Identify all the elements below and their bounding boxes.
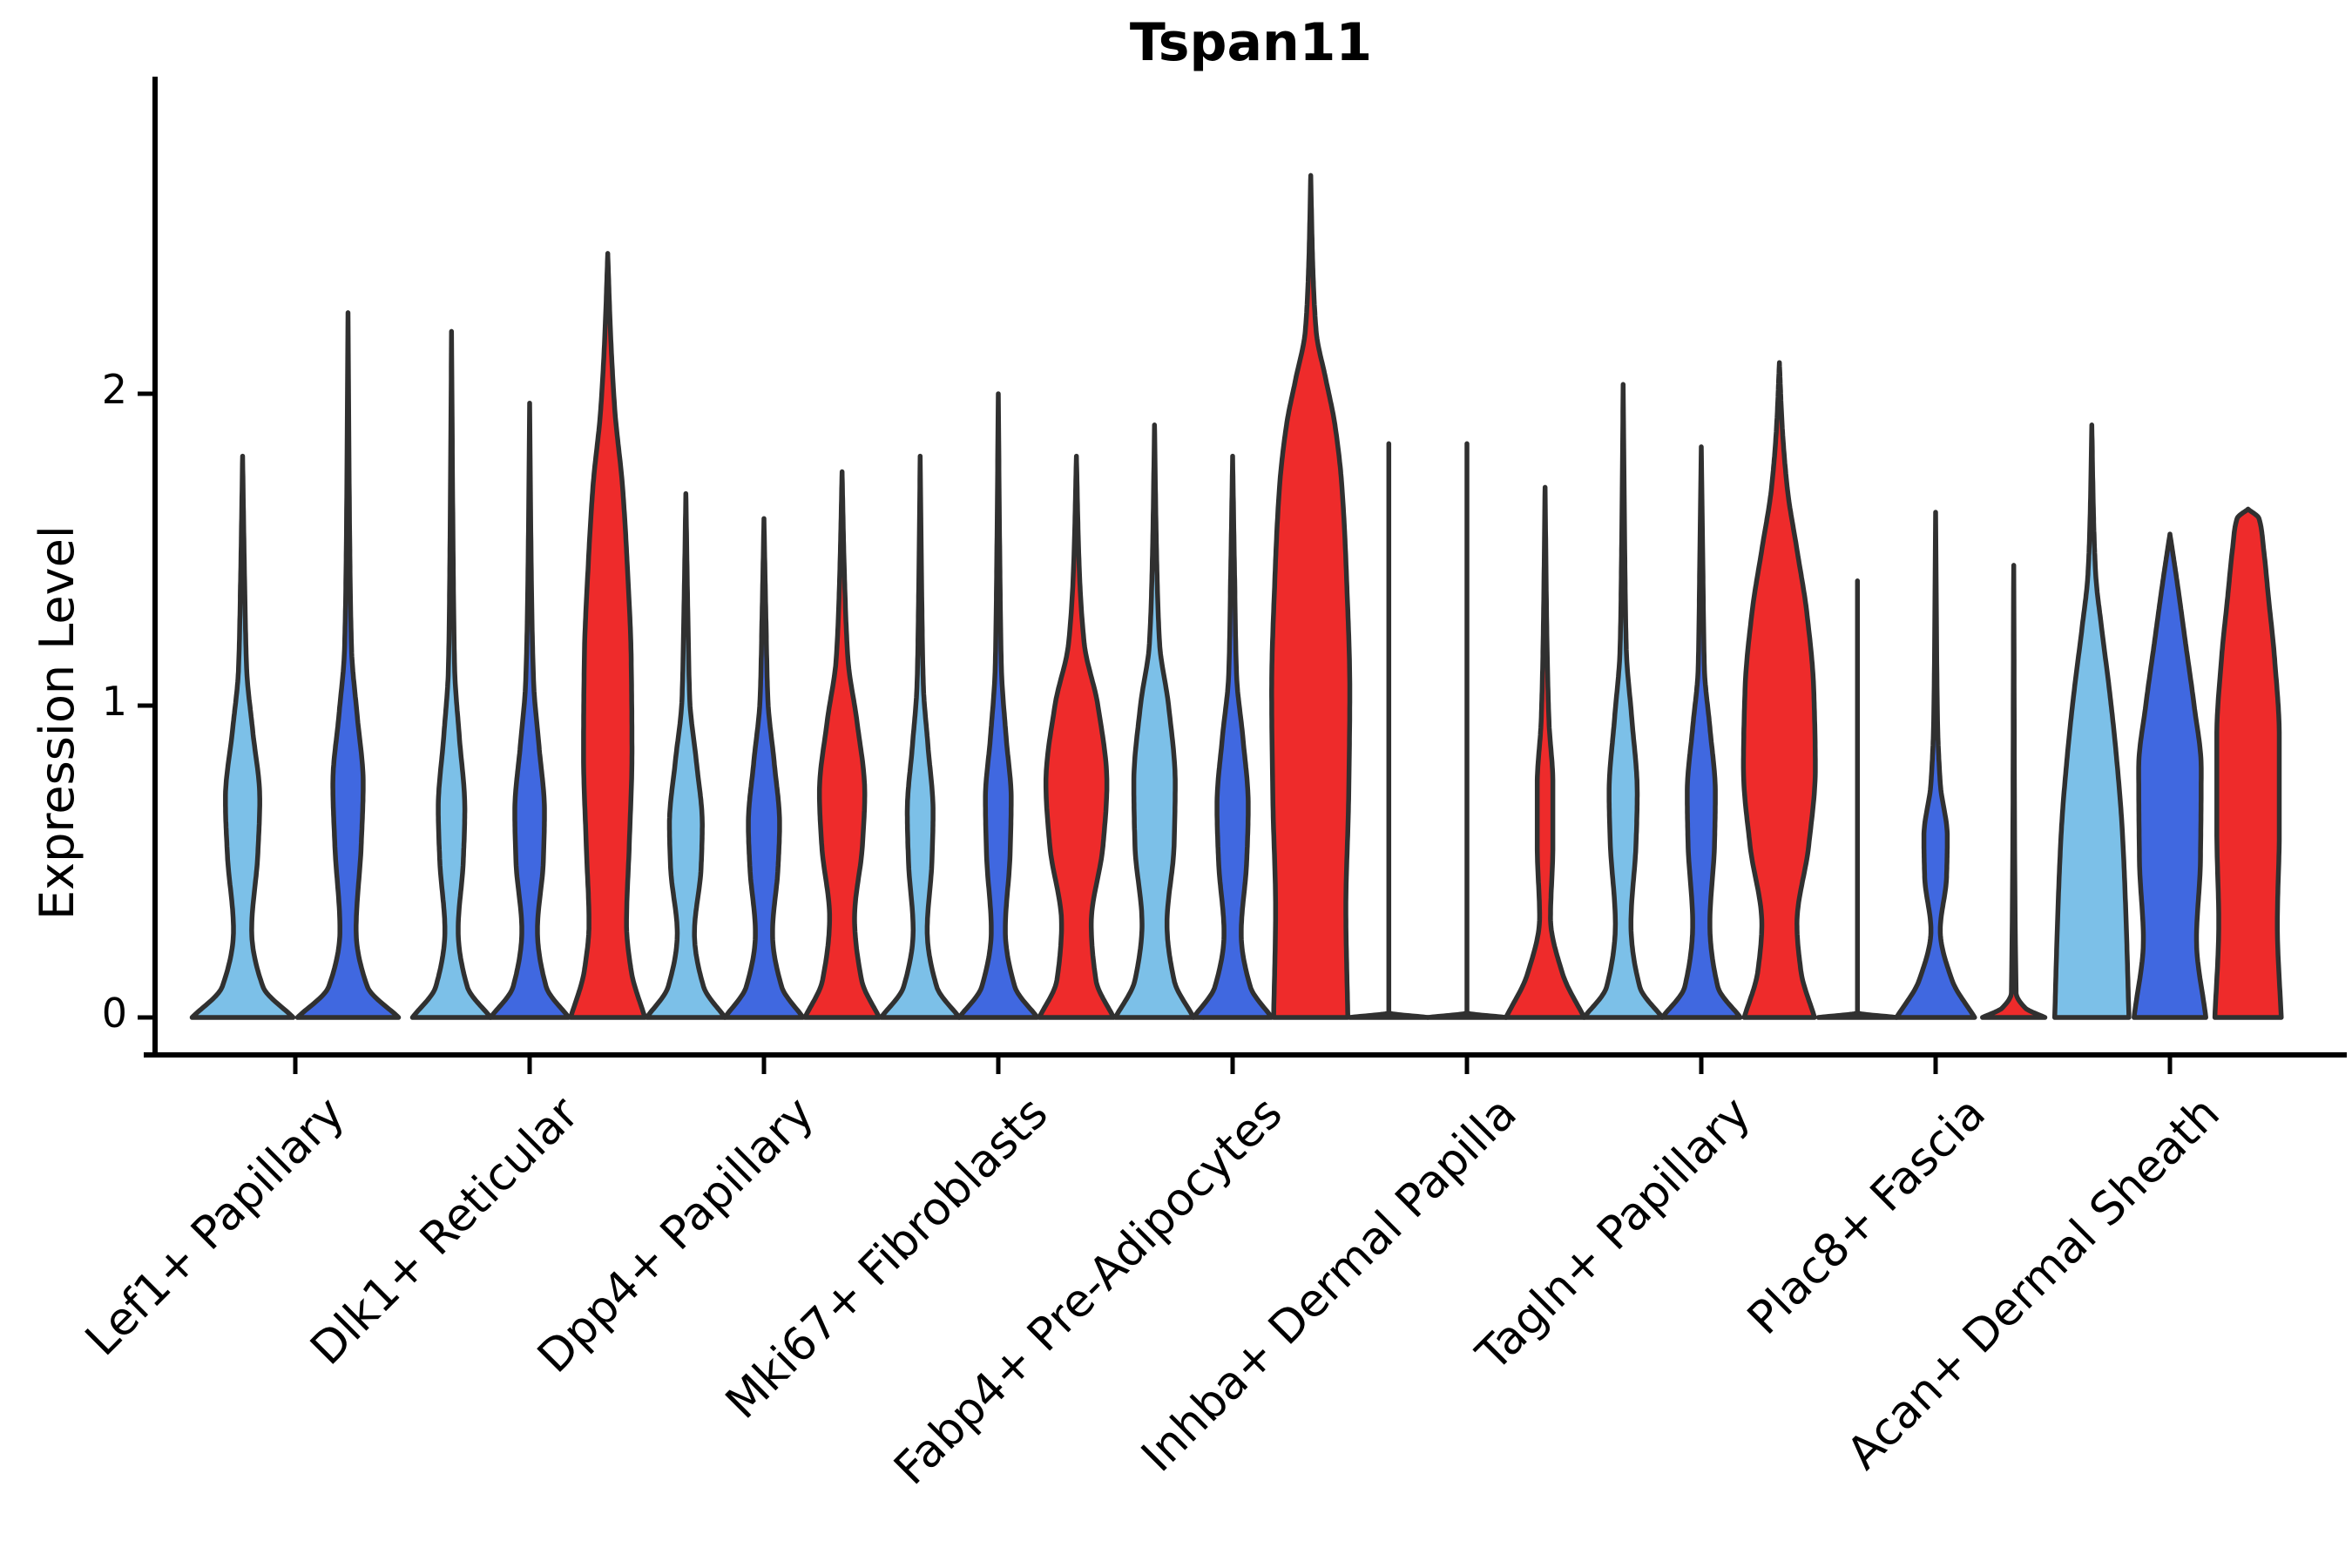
violin-lef1-papillary-dark_blue bbox=[294, 310, 402, 1020]
violin-acan-dermal-sheath-light_blue bbox=[2051, 422, 2132, 1020]
violin-fabp4-pre-adipocytes-red bbox=[1269, 172, 1353, 1020]
violin-inhba-dermal-papilla-dark_blue bbox=[1425, 441, 1509, 1020]
violin-acan-dermal-sheath-dark_blue bbox=[2132, 531, 2208, 1020]
violin-mki67-fibroblasts-light_blue bbox=[878, 453, 962, 1020]
violin-acan-dermal-sheath-red bbox=[2212, 506, 2284, 1020]
violin-inhba-dermal-papilla-red bbox=[1504, 484, 1587, 1020]
violin-mki67-fibroblasts-dark_blue bbox=[956, 391, 1040, 1020]
violin-dpp4-papillary-light_blue bbox=[644, 490, 727, 1020]
violin-mki67-fibroblasts-red bbox=[1037, 453, 1117, 1020]
violin-plac8-fascia-red bbox=[1980, 563, 2048, 1020]
violin-fabp4-pre-adipocytes-dark_blue bbox=[1191, 453, 1274, 1020]
violin-tagln-papillary-light_blue bbox=[1581, 382, 1665, 1020]
violin-dlk1-reticular-dark_blue bbox=[488, 400, 571, 1020]
violin-tagln-papillary-red bbox=[1740, 360, 1818, 1020]
y-tick-label-2: 2 bbox=[101, 366, 127, 413]
y-tick-label-0: 0 bbox=[101, 990, 127, 1037]
violin-inhba-dermal-papilla-light_blue bbox=[1347, 441, 1430, 1020]
violin-dpp4-papillary-dark_blue bbox=[722, 516, 806, 1020]
violin-plac8-fascia-light_blue bbox=[1815, 578, 1899, 1020]
chart-title: Tspan11 bbox=[1129, 12, 1373, 73]
violin-plac8-fascia-dark_blue bbox=[1894, 510, 1977, 1020]
violin-lef1-papillary-light_blue bbox=[189, 453, 296, 1020]
y-axis-label: Expression Level bbox=[30, 525, 84, 920]
violin-dpp4-papillary-red bbox=[802, 469, 882, 1020]
y-tick-label-1: 1 bbox=[101, 678, 127, 725]
violin-fabp4-pre-adipocytes-light_blue bbox=[1112, 422, 1196, 1020]
violin-dlk1-reticular-light_blue bbox=[409, 328, 493, 1020]
violin-tagln-papillary-dark_blue bbox=[1659, 444, 1743, 1020]
violin-dlk1-reticular-red bbox=[568, 251, 648, 1020]
